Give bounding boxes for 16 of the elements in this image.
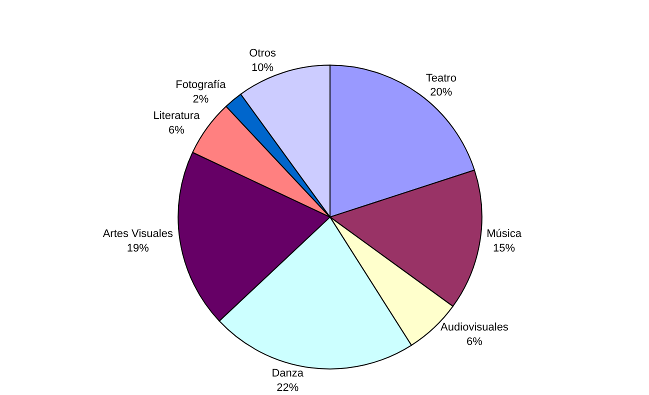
- slice-label: Fotografía: [176, 79, 227, 92]
- slice-label: Artes Visuales: [102, 228, 174, 240]
- slice-label: Otros: [249, 48, 277, 60]
- data-label: 6%: [168, 124, 185, 136]
- data-label: 2%: [192, 93, 209, 106]
- slice-label: Música: [486, 228, 522, 240]
- data-label: 6%: [466, 336, 483, 348]
- slice-label: Audiovisuales: [440, 322, 509, 334]
- data-label: 19%: [126, 242, 150, 254]
- slice-label: Literatura: [153, 110, 201, 122]
- data-label: 15%: [493, 242, 516, 254]
- data-label: 22%: [276, 382, 299, 394]
- data-label: 20%: [430, 86, 452, 99]
- data-label: 10%: [252, 62, 274, 74]
- slice-label: Teatro: [426, 72, 456, 84]
- slice-label: Danza: [272, 368, 304, 380]
